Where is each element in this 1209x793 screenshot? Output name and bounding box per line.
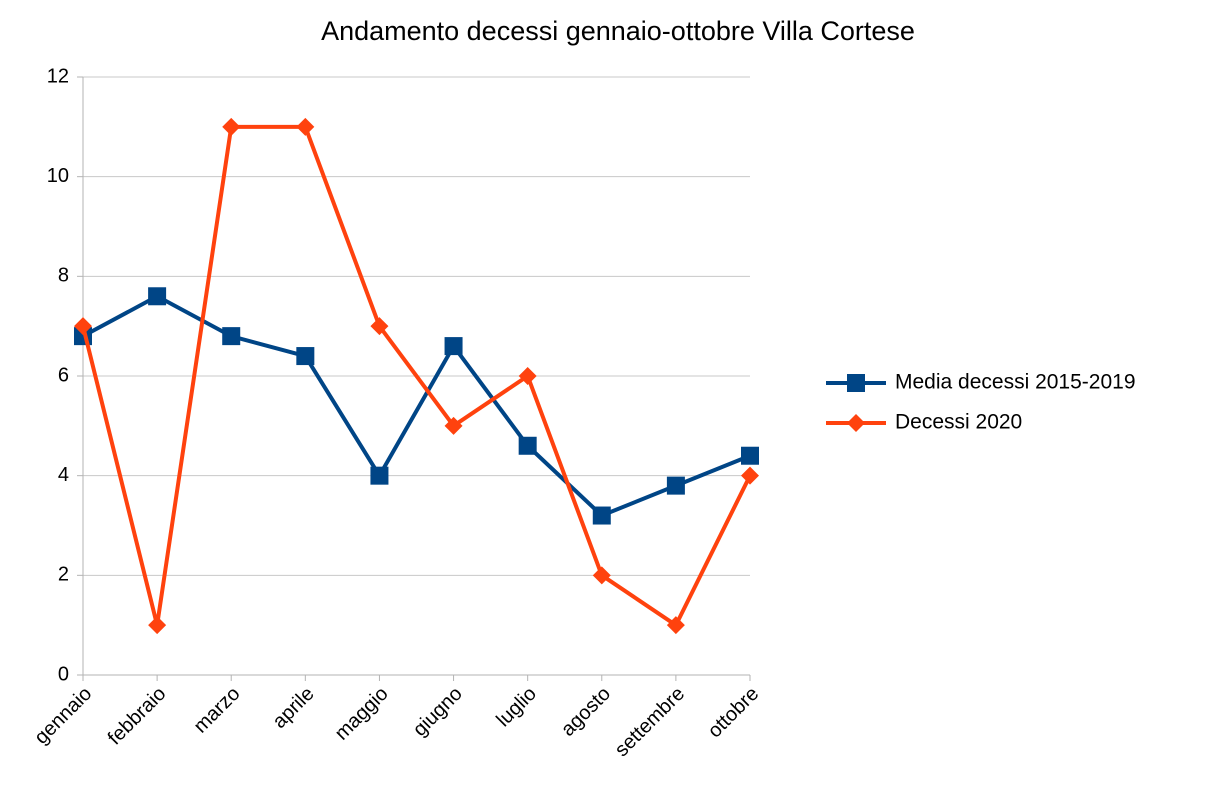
legend-label: Decessi 2020: [895, 411, 1022, 434]
y-tick-label: 8: [58, 265, 69, 287]
data-point: [370, 317, 389, 336]
data-point: [592, 566, 611, 585]
data-point: [444, 416, 463, 435]
x-tick-label: ottobre: [704, 683, 764, 743]
x-tick-label: maggio: [331, 683, 393, 745]
data-point: [296, 117, 315, 136]
legend-label: Media decessi 2015-2019: [895, 371, 1136, 394]
data-point: [148, 287, 167, 306]
data-point: [666, 616, 685, 635]
y-tick-label: 10: [47, 165, 69, 187]
data-point: [741, 466, 759, 485]
legend-marker: [847, 374, 865, 392]
data-point: [222, 117, 241, 136]
data-point: [296, 347, 315, 366]
y-tick-label: 12: [47, 65, 69, 87]
x-tick-label: agosto: [557, 683, 615, 741]
series-line: [82, 294, 751, 518]
y-tick-label: 6: [58, 364, 69, 386]
y-tick-label: 4: [58, 464, 69, 486]
legend-marker: [847, 414, 865, 432]
x-tick-label: gennaio: [30, 683, 96, 749]
y-tick-label: 2: [58, 564, 69, 586]
x-tick-label: luglio: [492, 683, 541, 732]
data-point: [666, 476, 685, 495]
data-point: [518, 367, 537, 385]
data-point: [592, 506, 611, 525]
chart-title: Andamento decessi gennaio-ottobre Villa …: [321, 16, 915, 46]
data-point: [148, 616, 167, 635]
data-point: [518, 436, 537, 455]
x-tick-label: settembre: [611, 683, 689, 761]
x-tick-label: febbraio: [104, 683, 171, 750]
x-tick-label: marzo: [190, 683, 245, 738]
data-point: [74, 317, 92, 336]
series-line: [81, 124, 752, 628]
data-point: [444, 337, 463, 356]
x-tick-label: aprile: [268, 683, 318, 733]
y-tick-label: 0: [58, 663, 69, 685]
x-tick-label: giugno: [409, 683, 467, 741]
data-point: [741, 446, 759, 465]
data-point: [222, 327, 241, 346]
data-point: [370, 466, 389, 485]
